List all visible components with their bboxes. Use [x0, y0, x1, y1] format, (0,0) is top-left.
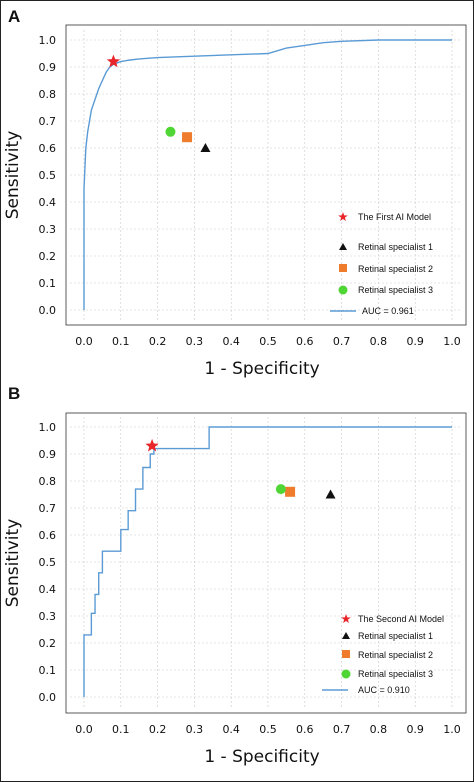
y-tick-label: 0.6: [39, 529, 57, 542]
legend-specialist-3: Retinal specialist 3: [358, 285, 433, 295]
x-tick-label: 1.0: [443, 335, 461, 348]
x-tick-label: 0.7: [333, 335, 351, 348]
legend-square-icon: [342, 650, 350, 658]
roc-curve: [83, 426, 452, 697]
legend-specialist-1: Retinal specialist 1: [358, 242, 433, 252]
panel-a: A 0.00.00.10.10.20.20.30.30.40.40.50.50.…: [3, 7, 467, 379]
ai-model-point: [145, 438, 159, 452]
roc-curve: [83, 39, 452, 310]
legend-specialist-2: Retinal specialist 2: [358, 264, 433, 274]
specialist-1-point: [200, 143, 211, 152]
x-tick-label: 0.4: [222, 335, 240, 348]
legend-star-icon: [338, 212, 348, 221]
x-tick-label: 0.6: [296, 335, 314, 348]
legend-auc: AUC = 0.961: [362, 306, 414, 316]
y-tick-label: 0.1: [39, 664, 57, 677]
y-tick-label: 0.9: [39, 448, 57, 461]
y-tick-label: 1.0: [39, 34, 57, 47]
x-tick-label: 0.0: [75, 723, 93, 736]
panel-a-y-axis-title: Sensitivity: [3, 131, 23, 220]
panel-b: B 0.00.00.10.10.20.20.30.30.40.40.50.50.…: [3, 384, 467, 767]
legend-second-ai-model: The Second AI Model: [358, 614, 444, 624]
legend-square-icon: [339, 264, 347, 272]
x-tick-label: 0.1: [112, 723, 130, 736]
legend-first-ai-model: The First AI Model: [358, 212, 431, 222]
x-tick-label: 0.0: [75, 335, 93, 348]
legend-star-icon: [341, 614, 351, 623]
y-tick-label: 0.8: [39, 88, 57, 101]
y-tick-label: 0.9: [39, 61, 57, 74]
y-tick-label: 0.3: [39, 223, 57, 236]
y-tick-label: 0.2: [39, 250, 57, 263]
x-tick-label: 0.1: [112, 335, 130, 348]
panel-b-y-axis-title: Sensitivity: [3, 519, 23, 608]
ai-model-point: [106, 54, 121, 68]
y-tick-label: 1.0: [39, 421, 57, 434]
y-tick-label: 0.2: [39, 637, 57, 650]
panel-b-x-axis-title: 1 - Specificity: [204, 747, 319, 767]
x-tick-label: 0.8: [370, 723, 388, 736]
panel-b-plot: 0.0 0.0 0.1 0.1 0.2 0.2 0.3 0.3 0.4 0.4 0.5 0.5 0.6 0…: [39, 417, 462, 736]
y-tick-label: 0.5: [39, 169, 57, 182]
legend-circle-icon: [341, 669, 351, 679]
y-tick-label: 0.4: [39, 583, 57, 596]
legend-specialist-2: Retinal specialist 2: [358, 650, 433, 660]
panel-b-label: B: [8, 384, 20, 403]
panel-a-x-axis-title: 1 - Specificity: [204, 359, 319, 379]
x-tick-label: 0.6: [296, 723, 314, 736]
y-tick-label: 0.0: [39, 691, 57, 704]
x-tick-label: 0.5: [259, 723, 277, 736]
x-tick-label: 0.3: [186, 723, 204, 736]
y-tick-label: 0.7: [39, 502, 57, 515]
y-tick-label: 0.1: [39, 277, 57, 290]
panel-b-legend: The Second AI Model Retinal specialist 1…: [322, 614, 444, 695]
x-tick-label: 0.2: [149, 723, 167, 736]
x-tick-label: 0.9: [406, 335, 424, 348]
y-tick-label: 0.3: [39, 610, 57, 623]
legend-triangle-icon: [342, 632, 350, 639]
y-tick-label: 0.8: [39, 475, 57, 488]
specialist-3-point: [275, 484, 286, 495]
x-tick-label: 0.3: [186, 335, 204, 348]
panel-b-plot-frame: [65, 412, 467, 714]
legend-specialist-3: Retinal specialist 3: [358, 669, 433, 679]
x-tick-label: 0.5: [259, 335, 277, 348]
legend-specialist-1: Retinal specialist 1: [358, 631, 433, 641]
x-tick-label: 1.0: [443, 723, 461, 736]
legend-triangle-icon: [339, 243, 347, 250]
panel-a-plot-frame: [65, 24, 467, 326]
y-tick-label: 0.5: [39, 556, 57, 569]
x-tick-label: 0.8: [370, 335, 388, 348]
specialist-2-point: [285, 486, 296, 497]
panel-a-legend: The First AI Model Retinal specialist 1 …: [330, 212, 433, 316]
panel-a-label: A: [8, 7, 20, 26]
x-tick-label: 0.4: [222, 723, 240, 736]
specialist-2-point: [182, 132, 193, 143]
specialist-3-point: [165, 126, 176, 137]
panel-a-plot: 0.0 0.0 0.1 0.1 0.2 0.2 0.3 0.3 0.4 0.4 0.5 0.5 0.6 0…: [39, 30, 462, 348]
y-tick-label: 0.6: [39, 142, 57, 155]
x-tick-label: 0.7: [333, 723, 351, 736]
legend-circle-icon: [338, 285, 348, 295]
y-tick-label: 0.0: [39, 304, 57, 317]
y-tick-label: 0.4: [39, 196, 57, 209]
specialist-1-point: [325, 489, 336, 499]
legend-auc: AUC = 0.910: [358, 685, 410, 695]
x-tick-label: 0.9: [406, 723, 424, 736]
y-tick-label: 0.7: [39, 115, 57, 128]
x-tick-label: 0.2: [149, 335, 167, 348]
